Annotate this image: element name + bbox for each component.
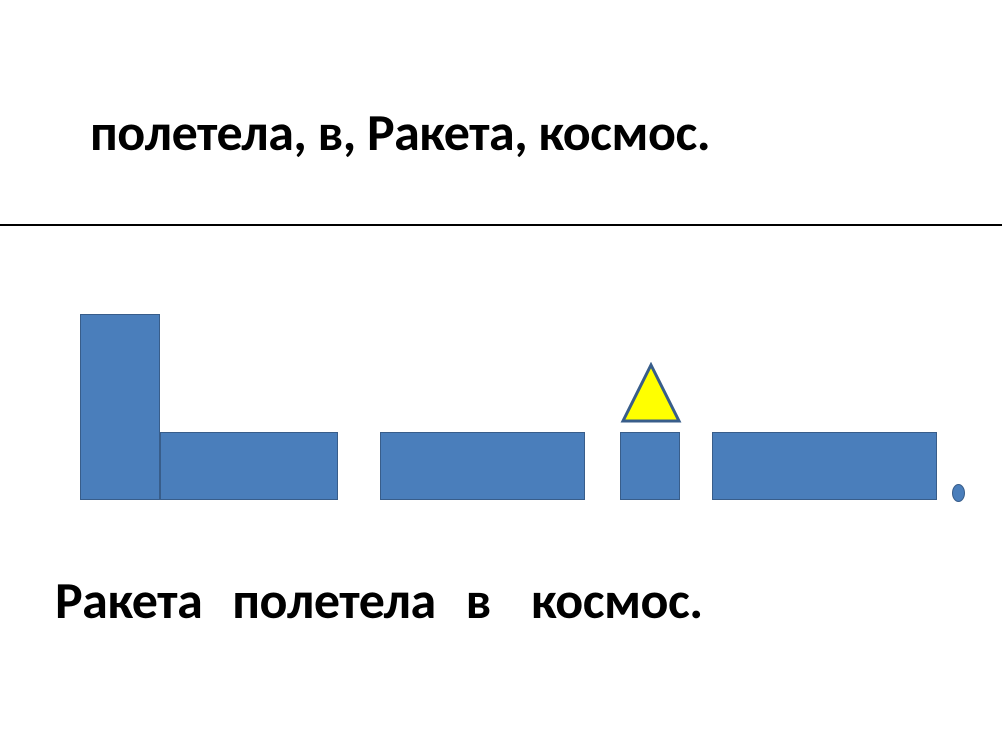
word2-bar (380, 432, 585, 500)
sentence-word: в (466, 568, 491, 632)
sentence-word: Ракета (55, 568, 202, 632)
scrambled-sentence: полетела, в, Ракета, космос. (90, 100, 710, 164)
sentence-word: космос. (531, 568, 703, 632)
sentence-schema-diagram (0, 310, 1002, 540)
sentence-word: полетела (232, 568, 435, 632)
word1-bar (160, 432, 338, 500)
preposition-marker (620, 362, 682, 424)
sentence-period (952, 484, 965, 502)
capital-tall-block (80, 314, 160, 500)
word4-bar (712, 432, 937, 500)
word3-bar (620, 432, 680, 500)
horizontal-divider (0, 224, 1002, 226)
correct-sentence: Ракета полетела в космос. (55, 568, 703, 632)
